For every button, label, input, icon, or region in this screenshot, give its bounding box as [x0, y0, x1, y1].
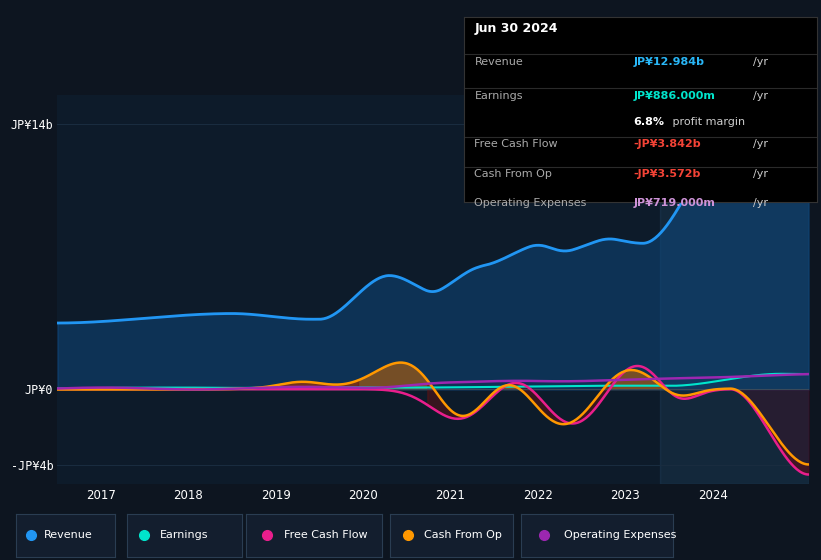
Text: JP¥719.000m: JP¥719.000m	[633, 198, 715, 208]
Text: /yr: /yr	[754, 91, 768, 101]
Text: Earnings: Earnings	[159, 530, 208, 540]
Text: /yr: /yr	[754, 198, 768, 208]
Text: /yr: /yr	[754, 139, 768, 149]
Text: profit margin: profit margin	[668, 116, 745, 127]
Text: 6.8%: 6.8%	[633, 116, 664, 127]
Text: JP¥12.984b: JP¥12.984b	[633, 58, 704, 67]
Text: Jun 30 2024: Jun 30 2024	[475, 22, 558, 35]
Text: Earnings: Earnings	[475, 91, 523, 101]
Text: Operating Expenses: Operating Expenses	[475, 198, 587, 208]
Text: Free Cash Flow: Free Cash Flow	[475, 139, 558, 149]
Text: Operating Expenses: Operating Expenses	[564, 530, 677, 540]
Text: /yr: /yr	[754, 169, 768, 179]
Text: /yr: /yr	[754, 58, 768, 67]
Text: JP¥886.000m: JP¥886.000m	[633, 91, 715, 101]
Text: Cash From Op: Cash From Op	[424, 530, 502, 540]
Text: Cash From Op: Cash From Op	[475, 169, 553, 179]
Text: -JP¥3.842b: -JP¥3.842b	[633, 139, 701, 149]
Text: Revenue: Revenue	[475, 58, 523, 67]
Bar	[660, 95, 809, 484]
Text: Free Cash Flow: Free Cash Flow	[284, 530, 368, 540]
Text: Revenue: Revenue	[44, 530, 93, 540]
Text: -JP¥3.572b: -JP¥3.572b	[633, 169, 700, 179]
